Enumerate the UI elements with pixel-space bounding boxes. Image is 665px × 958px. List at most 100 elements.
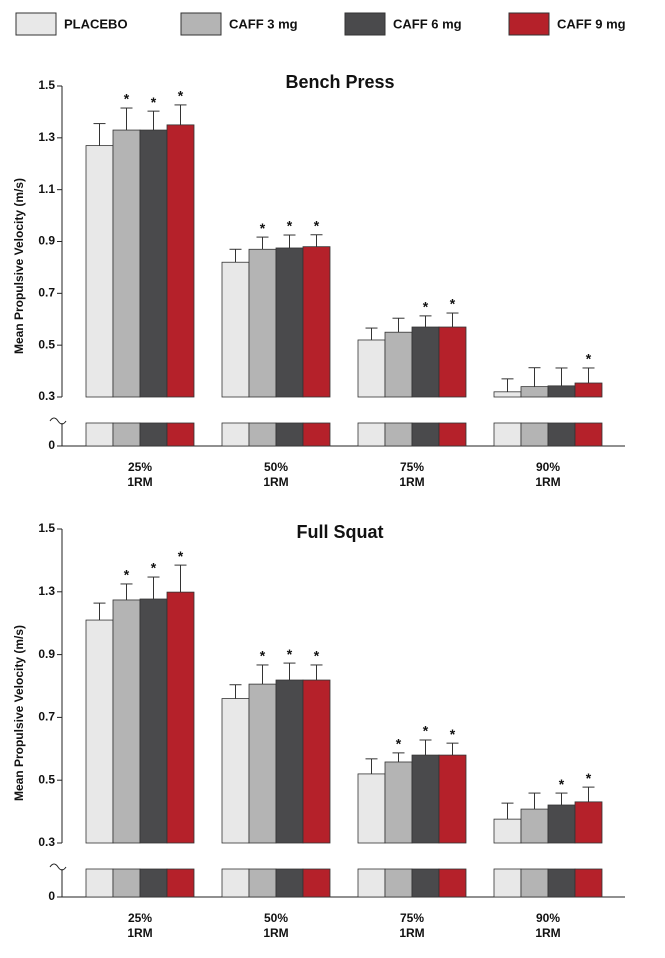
x-tick-label: 50% 1RM (263, 460, 289, 489)
bar-stub (520, 422, 549, 447)
legend-label: CAFF 9 mg (557, 16, 626, 31)
bar-stub (139, 422, 168, 447)
significance-mark: * (450, 726, 456, 742)
bar-stub (248, 422, 277, 447)
significance-mark: * (396, 736, 402, 752)
x-tick-label: 50% 1RM (263, 911, 289, 940)
y-tick-label: 1.5 (38, 521, 55, 535)
bar (411, 754, 440, 844)
y-tick-label: 0.3 (38, 835, 55, 849)
bar (112, 129, 141, 398)
bar-stub (166, 422, 195, 447)
bar-group (493, 378, 522, 447)
bar-group: * (411, 299, 440, 447)
x-tick-label: 75% 1RM (399, 911, 425, 940)
bar-stub (411, 868, 440, 898)
bar (275, 679, 304, 844)
bar (221, 261, 250, 398)
bar-stub (357, 422, 386, 447)
y-axis-label: Mean Propulsive Velocity (m/s) (12, 625, 26, 801)
bar-group (520, 367, 549, 447)
significance-mark: * (287, 218, 293, 234)
significance-mark: * (586, 770, 592, 786)
bar (85, 145, 114, 398)
y-tick-label: 1.1 (38, 182, 55, 196)
bar-stub (166, 868, 195, 898)
bar-group: * (139, 94, 168, 447)
y-tick-label: 1.3 (38, 584, 55, 598)
significance-mark: * (260, 648, 266, 664)
bar-group: * (275, 218, 304, 447)
bar-group: * (248, 220, 277, 447)
bar-stub (112, 868, 141, 898)
bar-group (85, 123, 114, 447)
bar-group: * (302, 217, 331, 447)
bar (411, 326, 440, 398)
bar-stub (85, 422, 114, 447)
bar-group (547, 367, 576, 447)
legend-swatch (180, 12, 222, 36)
x-tick-label: 75% 1RM (399, 460, 425, 489)
legend-label: CAFF 6 mg (393, 16, 462, 31)
significance-mark: * (178, 548, 184, 564)
significance-mark: * (450, 296, 456, 312)
bar-group (384, 317, 413, 447)
bar-group: * (438, 726, 467, 898)
bar-group: * (139, 560, 168, 898)
bar (520, 808, 549, 844)
legend-swatch (15, 12, 57, 36)
bar (357, 339, 386, 398)
legend-swatch (508, 12, 550, 36)
bar (384, 331, 413, 398)
bar-stub (520, 868, 549, 898)
bar (85, 619, 114, 844)
bar-stub (574, 868, 603, 898)
y-tick-label: 0.9 (38, 234, 55, 248)
bar-stub (248, 868, 277, 898)
chart-title: Full Squat (297, 522, 384, 542)
bar-group: * (166, 88, 195, 447)
significance-mark: * (423, 723, 429, 739)
bar (547, 385, 576, 398)
significance-mark: * (314, 217, 320, 233)
y-tick-label: 0.5 (38, 337, 55, 351)
y-axis-label: Mean Propulsive Velocity (m/s) (12, 178, 26, 354)
significance-mark: * (287, 646, 293, 662)
x-tick-label: 25% 1RM (127, 460, 153, 489)
bar-group (357, 758, 386, 898)
bar-stub (302, 422, 331, 447)
bar-group: * (438, 296, 467, 447)
legend-swatch (344, 12, 386, 36)
bar (384, 761, 413, 844)
significance-mark: * (178, 88, 184, 104)
bar-group (520, 792, 549, 898)
bar (493, 818, 522, 844)
bar (248, 683, 277, 844)
legend-label: PLACEBO (64, 16, 128, 31)
bar-group: * (302, 648, 331, 898)
y-tick-label: 1.5 (38, 78, 55, 92)
bar-group: * (384, 736, 413, 898)
bar-group (221, 248, 250, 447)
bar (221, 698, 250, 844)
chart-title: Bench Press (285, 72, 394, 92)
bar-stub (275, 868, 304, 898)
x-tick-label: 90% 1RM (535, 911, 561, 940)
bar (302, 679, 331, 844)
axis-break (49, 417, 67, 425)
significance-mark: * (151, 94, 157, 110)
bar (139, 598, 168, 844)
bar-group: * (248, 648, 277, 898)
bar-stub (493, 422, 522, 447)
bar (357, 773, 386, 844)
bar-stub (302, 868, 331, 898)
significance-mark: * (151, 560, 157, 576)
bar (438, 754, 467, 844)
bar (275, 247, 304, 398)
bar-stub (493, 868, 522, 898)
bar-group: * (574, 770, 603, 898)
bar-group (85, 602, 114, 898)
significance-mark: * (260, 220, 266, 236)
